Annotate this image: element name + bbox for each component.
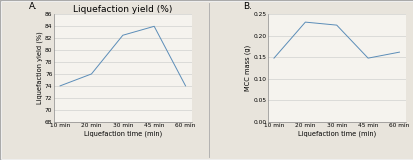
Text: A.: A. (29, 2, 38, 11)
X-axis label: Liquefaction time (min): Liquefaction time (min) (297, 130, 375, 137)
Y-axis label: MCC mass (g): MCC mass (g) (244, 45, 251, 91)
Y-axis label: Liquefaction yield (%): Liquefaction yield (%) (36, 32, 43, 104)
Text: B.: B. (242, 2, 251, 11)
X-axis label: Liquefaction time (min): Liquefaction time (min) (83, 130, 161, 137)
Title: Liquefaction yield (%): Liquefaction yield (%) (73, 5, 172, 14)
